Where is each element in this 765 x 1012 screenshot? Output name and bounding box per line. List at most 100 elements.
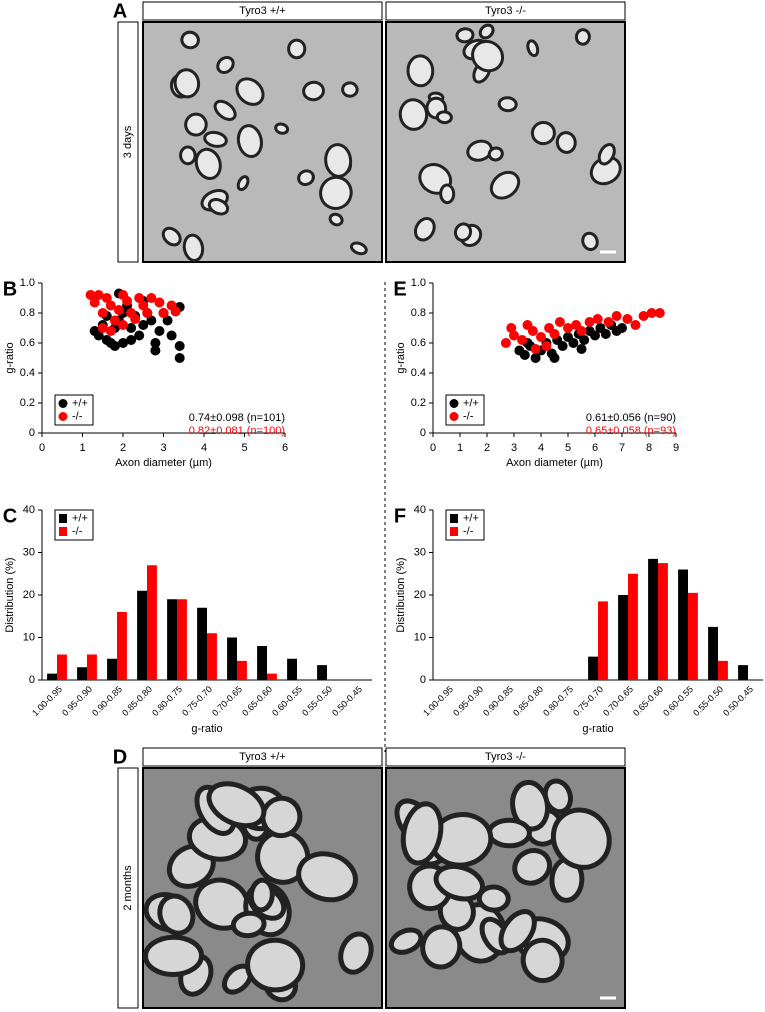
bar bbox=[197, 607, 207, 680]
axon bbox=[296, 851, 358, 903]
axon bbox=[248, 877, 275, 913]
y-tick-label: 0.4 bbox=[411, 367, 426, 379]
axon bbox=[476, 884, 511, 913]
bar bbox=[718, 660, 728, 680]
axon bbox=[216, 55, 235, 74]
x-tick-label: 0.55-0.50 bbox=[300, 684, 334, 718]
y-axis-label: Distribution (%) bbox=[4, 557, 16, 632]
panel-letter: E bbox=[393, 278, 406, 300]
legend-swatch bbox=[450, 514, 458, 523]
axon bbox=[297, 169, 315, 187]
axon bbox=[235, 77, 265, 106]
data-point bbox=[109, 315, 120, 326]
micrograph bbox=[385, 767, 626, 1009]
data-point bbox=[93, 330, 104, 341]
bar bbox=[618, 595, 628, 680]
data-point bbox=[126, 323, 137, 333]
y-tick-label: 20 bbox=[23, 589, 35, 601]
legend-swatch bbox=[450, 527, 458, 536]
axon bbox=[489, 170, 521, 200]
data-point bbox=[638, 311, 649, 321]
data-point bbox=[146, 293, 157, 303]
bar bbox=[177, 599, 187, 680]
data-point bbox=[134, 330, 145, 341]
axon bbox=[433, 863, 486, 902]
data-point bbox=[576, 326, 587, 336]
axon bbox=[398, 98, 429, 131]
x-tick-label: 1 bbox=[457, 442, 463, 454]
x-tick-label: 0.85-0.80 bbox=[120, 684, 154, 718]
x-tick-label: 0 bbox=[430, 442, 436, 454]
axon bbox=[213, 99, 237, 121]
x-tick-label: 2 bbox=[484, 442, 490, 454]
axon bbox=[182, 233, 205, 262]
y-tick-label: 40 bbox=[23, 504, 35, 516]
legend-label: +/+ bbox=[463, 512, 479, 524]
x-tick-label: 0.55-0.50 bbox=[691, 684, 725, 718]
axon bbox=[453, 222, 473, 242]
axon bbox=[400, 801, 444, 866]
bar bbox=[227, 637, 237, 680]
y-tick-label: 0.8 bbox=[411, 307, 426, 319]
axon bbox=[341, 81, 359, 98]
x-tick-label: 0.85-0.80 bbox=[511, 684, 545, 718]
data-point bbox=[622, 314, 633, 324]
axon bbox=[388, 927, 424, 955]
bar bbox=[237, 660, 247, 680]
data-point bbox=[174, 341, 185, 351]
data-point bbox=[536, 332, 546, 342]
data-point bbox=[138, 320, 149, 330]
bar bbox=[317, 665, 327, 680]
x-tick-label: 0.95-0.90 bbox=[60, 684, 94, 718]
y-tick-label: 10 bbox=[414, 631, 426, 643]
x-tick-label: 0.90-0.85 bbox=[90, 684, 124, 718]
x-axis-label: g-ratio bbox=[191, 723, 222, 735]
data-point bbox=[162, 315, 173, 326]
axon bbox=[161, 226, 182, 247]
data-point bbox=[150, 345, 161, 356]
data-point bbox=[97, 323, 108, 333]
data-point bbox=[130, 314, 141, 324]
axon bbox=[486, 817, 532, 849]
axon bbox=[512, 847, 553, 886]
y-tick-label: 0 bbox=[29, 427, 35, 439]
axon bbox=[302, 80, 325, 102]
data-point bbox=[530, 353, 541, 363]
x-tick-label: 0.80-0.75 bbox=[541, 684, 575, 718]
annotation: 0.74±0.098 (n=101) bbox=[189, 412, 285, 424]
bar bbox=[648, 558, 658, 680]
axon bbox=[487, 146, 504, 162]
axon bbox=[203, 130, 228, 148]
data-point bbox=[113, 305, 124, 315]
axon bbox=[471, 39, 505, 73]
panel-letter: D bbox=[113, 746, 127, 768]
bar bbox=[207, 633, 217, 680]
axon bbox=[526, 39, 540, 58]
time-label: 3 days bbox=[122, 125, 134, 158]
x-tick-label: 0 bbox=[39, 442, 45, 454]
axon bbox=[466, 139, 493, 162]
data-point bbox=[549, 329, 560, 339]
data-point bbox=[611, 311, 622, 321]
legend-label: -/- bbox=[72, 525, 83, 537]
axon bbox=[236, 124, 263, 159]
legend-label: +/+ bbox=[72, 397, 88, 409]
legend-swatch bbox=[59, 514, 67, 523]
header-label: Tyro3 +/+ bbox=[239, 5, 285, 17]
x-tick-label: 5 bbox=[565, 442, 571, 454]
y-tick-label: 0 bbox=[29, 674, 35, 686]
axon bbox=[435, 110, 453, 125]
axon bbox=[497, 96, 518, 113]
axon bbox=[260, 795, 303, 839]
data-point bbox=[617, 323, 627, 333]
data-point bbox=[630, 320, 641, 330]
x-tick-label: 1.00-0.95 bbox=[30, 684, 64, 718]
x-tick-label: 7 bbox=[619, 442, 625, 454]
bar bbox=[738, 665, 748, 680]
legend-swatch bbox=[449, 412, 459, 421]
data-point bbox=[174, 353, 185, 363]
header-box bbox=[385, 747, 626, 767]
axon bbox=[530, 120, 556, 146]
axon bbox=[510, 779, 551, 832]
time-label: 2 months bbox=[122, 865, 134, 911]
